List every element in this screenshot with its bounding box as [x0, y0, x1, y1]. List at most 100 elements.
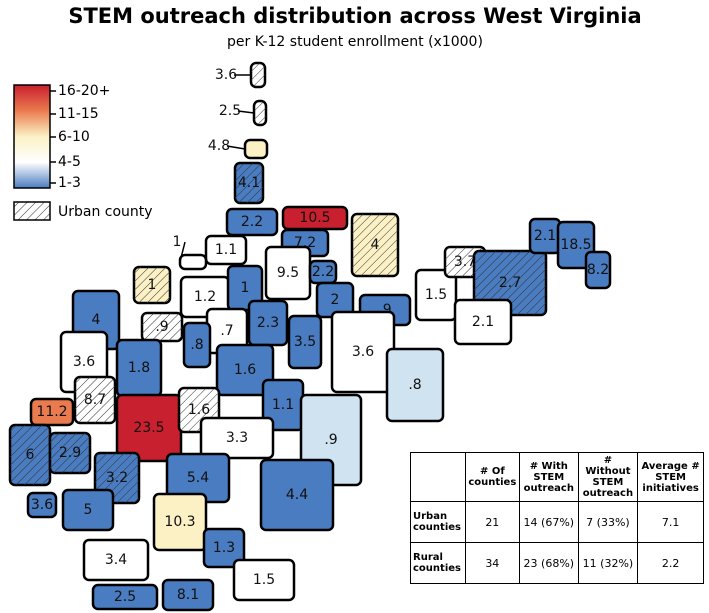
cell: 23 (68%) [518, 542, 579, 584]
county-label: 8.7 [84, 392, 106, 408]
county-label: 2.7 [499, 275, 521, 291]
county-label: 2.1 [534, 228, 556, 244]
subtitle: per K-12 student enrollment (x1000) [227, 34, 483, 50]
legend-label: 16-20+ [58, 83, 110, 99]
county-label: 3.7 [454, 254, 476, 270]
county [287, 314, 323, 370]
county-urban-hatch [352, 214, 398, 276]
table-header: Average # STEM initiatives [637, 452, 704, 502]
summary-table: # Of counties # With STEM outreach # Wit… [410, 452, 704, 584]
title: STEM outreach distribution across West V… [68, 4, 641, 28]
county-label: 1.2 [194, 289, 216, 305]
cell: 21 [464, 501, 520, 543]
county-label: 2.2 [312, 264, 334, 280]
county-label: 3.6 [352, 344, 374, 360]
legend-bar [13, 84, 51, 189]
county [453, 298, 513, 346]
county-label: 8.1 [177, 587, 199, 603]
county-label: 3.6 [31, 497, 53, 513]
county-urban-hatch [134, 267, 170, 303]
county [215, 343, 275, 397]
county-label: 4 [92, 312, 101, 328]
table-header: # Without STEM outreach [577, 452, 639, 502]
county-label: 23.5 [133, 420, 164, 436]
county-label: 4.4 [286, 487, 308, 503]
county-label: 5.4 [187, 470, 209, 486]
county-label: 2 [331, 292, 340, 308]
county-label: 2.2 [241, 214, 263, 230]
county [259, 458, 335, 532]
county [199, 416, 275, 460]
table-header: # Of counties [464, 452, 520, 502]
county [82, 538, 150, 582]
row-header: Rural counties [410, 542, 466, 584]
county-label: 4.1 [238, 175, 260, 191]
county-label: 2.5 [114, 589, 136, 605]
county [202, 527, 246, 569]
cell: 34 [464, 542, 520, 584]
county [414, 268, 458, 322]
county-label: 1.6 [188, 402, 210, 418]
leader-line [237, 110, 255, 114]
leader-line [226, 145, 246, 150]
county-urban-hatch [142, 313, 182, 341]
county-label: 5 [84, 502, 93, 518]
county-label: 1.6 [234, 362, 256, 378]
county-label: 1 [241, 280, 250, 296]
county [243, 138, 269, 160]
county-label: 10.3 [164, 514, 195, 530]
county-label: 1 [148, 277, 157, 293]
county-label: 3.5 [294, 334, 316, 350]
cell: 2.2 [637, 542, 704, 584]
county-label: 3.2 [106, 470, 128, 486]
county [161, 578, 215, 612]
table-header-row: # Of counties # With STEM outreach # Wit… [410, 452, 704, 502]
legend-urban-label: Urban county [58, 204, 153, 220]
county-label: .8 [190, 337, 203, 353]
county-label: 1.1 [215, 242, 237, 258]
county [91, 583, 159, 611]
county-label: 1.3 [213, 540, 235, 556]
legend-label: 4-5 [58, 154, 81, 170]
table-header: # With STEM outreach [518, 452, 579, 502]
leader-line [179, 241, 186, 263]
county [178, 253, 208, 271]
county-label: 2.1 [472, 314, 494, 330]
county [584, 250, 612, 290]
table-row: Urban counties 21 14 (67%) 7 (33%) 7.1 [410, 501, 704, 543]
county-label: 4.8 [208, 138, 230, 154]
county [225, 207, 279, 237]
county-label: 18.5 [560, 237, 591, 253]
county-label: 10.5 [299, 210, 330, 226]
legend-label: 11-15 [58, 106, 99, 122]
county-label: 3.6 [215, 67, 237, 83]
cell: 7 (33%) [577, 501, 639, 543]
table-row: Rural counties 34 23 (68%) 11 (32%) 2.2 [410, 542, 704, 584]
county-label: 3.4 [105, 552, 127, 568]
county [26, 491, 58, 519]
county [152, 492, 208, 552]
county-label: 4 [371, 237, 380, 253]
county-label: 11.2 [36, 404, 67, 420]
county-label: 3.6 [73, 354, 95, 370]
county [61, 488, 115, 532]
county-label: 1.5 [425, 287, 447, 303]
county [29, 397, 75, 427]
county [232, 558, 296, 602]
county-label: 1.1 [272, 397, 294, 413]
county-urban-hatch [254, 101, 266, 125]
county [204, 234, 248, 266]
county-label: 2.9 [59, 445, 81, 461]
county-label: 8.2 [587, 262, 609, 278]
county-label: .7 [220, 323, 233, 339]
county-urban-hatch [251, 63, 265, 87]
county-urban-hatch [75, 377, 115, 423]
county-label: 3.3 [226, 430, 248, 446]
legend-label: 1-3 [58, 175, 81, 191]
county-urban-hatch [50, 433, 90, 473]
cell: 7.1 [637, 501, 704, 543]
cell: 14 (67%) [518, 501, 579, 543]
county-label: .9 [155, 319, 168, 335]
